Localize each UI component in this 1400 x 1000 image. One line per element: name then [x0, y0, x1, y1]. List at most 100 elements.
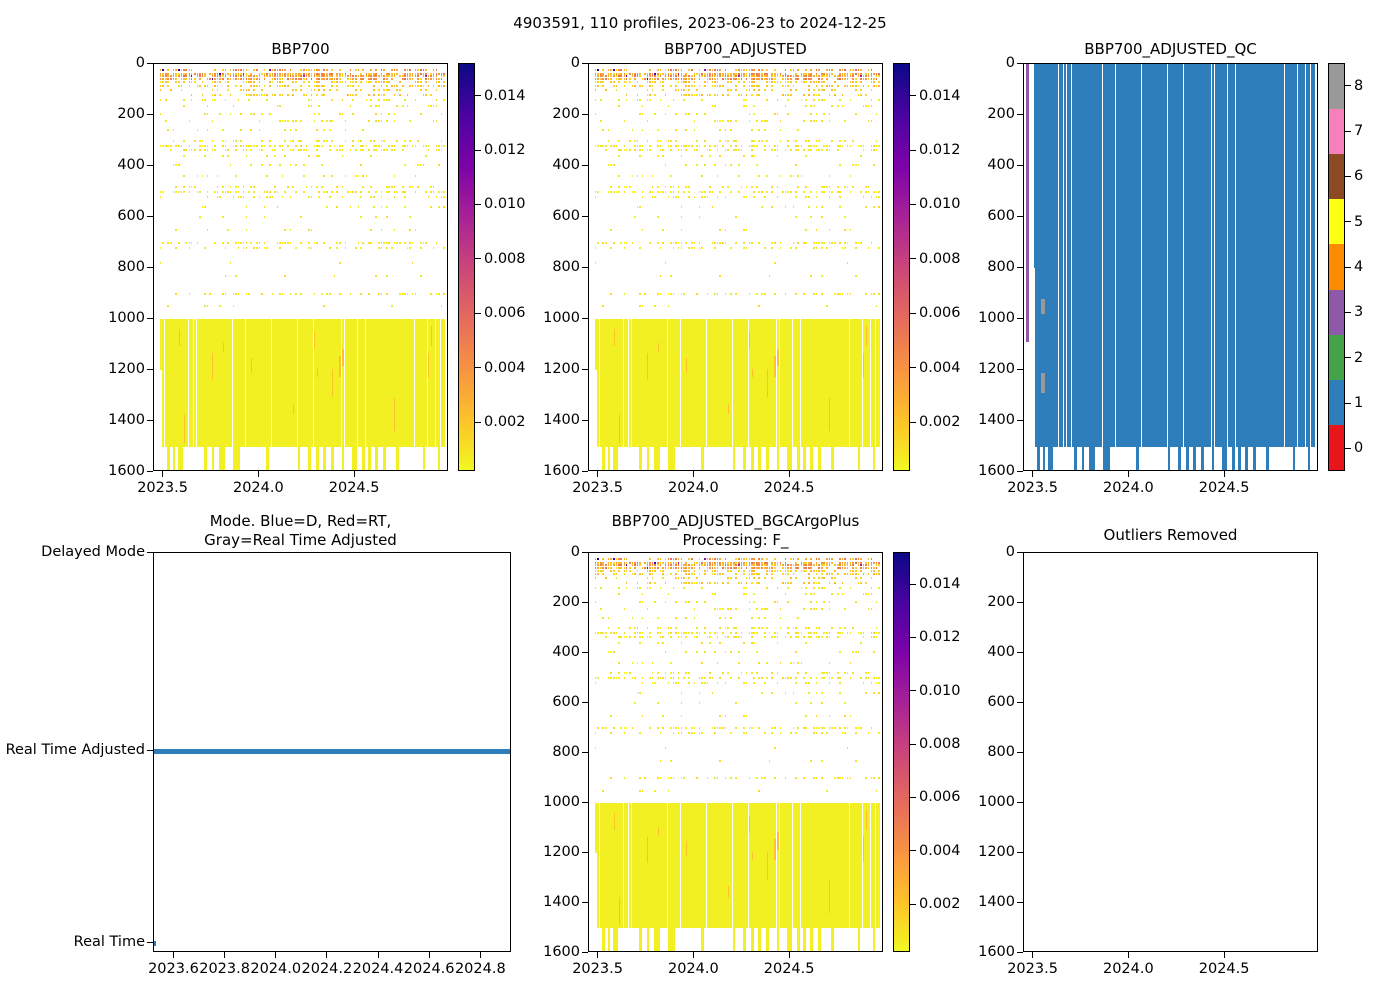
heatmap-cell [620, 635, 623, 638]
heatmap-cell [628, 569, 631, 572]
heatmap-cell [378, 120, 380, 123]
heatmap-cell [852, 564, 855, 567]
heatmap-cell [305, 77, 308, 80]
colorbar-bbp700-adjusted[interactable] [893, 63, 910, 471]
heatmap-cell [211, 98, 214, 101]
heatmap-cell [735, 558, 737, 561]
heatmap-cell [732, 77, 735, 80]
heatmap-cell [841, 75, 844, 78]
heatmap-cell [805, 98, 807, 101]
heatmap-cell [248, 98, 250, 101]
heatmap-cell [771, 672, 773, 675]
heatmap-cell [594, 190, 597, 193]
heatmap-cell [667, 564, 670, 567]
heatmap-cell [852, 77, 855, 80]
heatmap-cell [631, 241, 634, 244]
heatmap-cell [276, 77, 279, 80]
heatmap-cell [865, 73, 867, 76]
heatmap-cell [859, 75, 862, 78]
panel-bbp700-axes[interactable] [153, 63, 448, 471]
heatmap-cell [693, 80, 696, 83]
heatmap-cell [865, 185, 867, 188]
heatmap-cell [289, 75, 292, 78]
heatmap-cell [432, 73, 435, 76]
heatmap-cell [380, 69, 383, 72]
heatmap-cell [258, 75, 261, 78]
heatmap-cell [284, 84, 287, 87]
panel-bgcargoplus-axes[interactable] [588, 552, 883, 952]
heatmap-cell [724, 148, 727, 151]
heatmap-cell [240, 77, 242, 80]
heatmap-deep-column [828, 803, 832, 928]
colorbar-bbp700[interactable] [458, 63, 475, 471]
heatmap-deep-column [313, 319, 317, 447]
heatmap-cell [764, 77, 766, 80]
heatmap-cell [693, 93, 696, 96]
heatmap-cell [867, 246, 870, 249]
heatmap-cell [714, 241, 717, 244]
heatmap-cell [383, 77, 385, 80]
heatmap-cell [743, 69, 745, 72]
heatmap-deep-column [787, 803, 790, 951]
heatmap-cell [823, 73, 825, 76]
colorbar-qc-flags[interactable] [1328, 63, 1345, 471]
panel-outliers-removed-axes[interactable] [1023, 552, 1318, 952]
heatmap-cell [846, 747, 849, 750]
qc-flag-1-column [1224, 64, 1228, 470]
qc-flag-1-column [1269, 64, 1272, 447]
heatmap-cell [266, 246, 268, 249]
heatmap-cell [758, 789, 761, 792]
heatmap-cell [352, 144, 354, 147]
heatmap-cell [680, 88, 683, 91]
heatmap-deep-column [703, 803, 707, 928]
heatmap-cell [828, 677, 831, 680]
heatmap-cell [401, 77, 404, 80]
qc-ytick-label: 400 [987, 157, 1015, 173]
heatmap-cell [818, 98, 820, 101]
heatmap-deep-column [373, 319, 376, 447]
panel-bbp700-adjusted-qc-axes[interactable] [1023, 63, 1318, 471]
heatmap-cell [266, 93, 268, 96]
colorbar-qc-tick-label: 3 [1354, 304, 1364, 321]
heatmap-cell [646, 73, 649, 76]
heatmap-cell [844, 185, 846, 188]
heatmap-cell [206, 195, 209, 198]
heatmap-cell [716, 77, 719, 80]
heatmap-cell [639, 84, 641, 87]
heatmap-cell [794, 632, 797, 635]
heatmap-cell [268, 75, 271, 78]
heatmap-cell [859, 577, 862, 580]
heatmap-cell [792, 692, 795, 695]
heatmap-cell [810, 120, 812, 123]
heatmap-cell [867, 77, 870, 80]
heatmap-cell [206, 105, 209, 108]
heatmap-cell [771, 577, 773, 580]
heatmap-cell [318, 105, 320, 108]
heatmap-cell [675, 727, 677, 730]
heatmap-cell [618, 642, 620, 645]
heatmap-cell [613, 632, 615, 635]
colorbar-bbp700-tick-label: 0.004 [484, 359, 526, 376]
panel-bbp700-adjusted-axes[interactable] [588, 63, 883, 471]
heatmap-cell [670, 84, 673, 87]
heatmap-cell [600, 608, 602, 611]
colorbar-bgcargoplus[interactable] [893, 552, 910, 952]
heatmap-cell [204, 305, 206, 308]
heatmap-cell [605, 144, 607, 147]
heatmap-cell [391, 75, 393, 78]
heatmap-cell [855, 727, 857, 730]
heatmap-cell [349, 69, 352, 72]
heatmap-cell [877, 98, 880, 101]
heatmap-deep-column [323, 319, 326, 470]
heatmap-cell [820, 190, 823, 193]
heatmap-cell [644, 777, 646, 780]
heatmap-cell [354, 93, 357, 96]
heatmap-cell [206, 305, 209, 308]
panel-mode-axes[interactable] [153, 552, 511, 952]
heatmap-cell [211, 88, 214, 91]
heatmap-cell [693, 77, 696, 80]
heatmap-cell [287, 73, 290, 76]
heatmap-deep-column [633, 319, 637, 447]
heatmap-cell [615, 77, 618, 80]
heatmap-cell [636, 80, 639, 83]
